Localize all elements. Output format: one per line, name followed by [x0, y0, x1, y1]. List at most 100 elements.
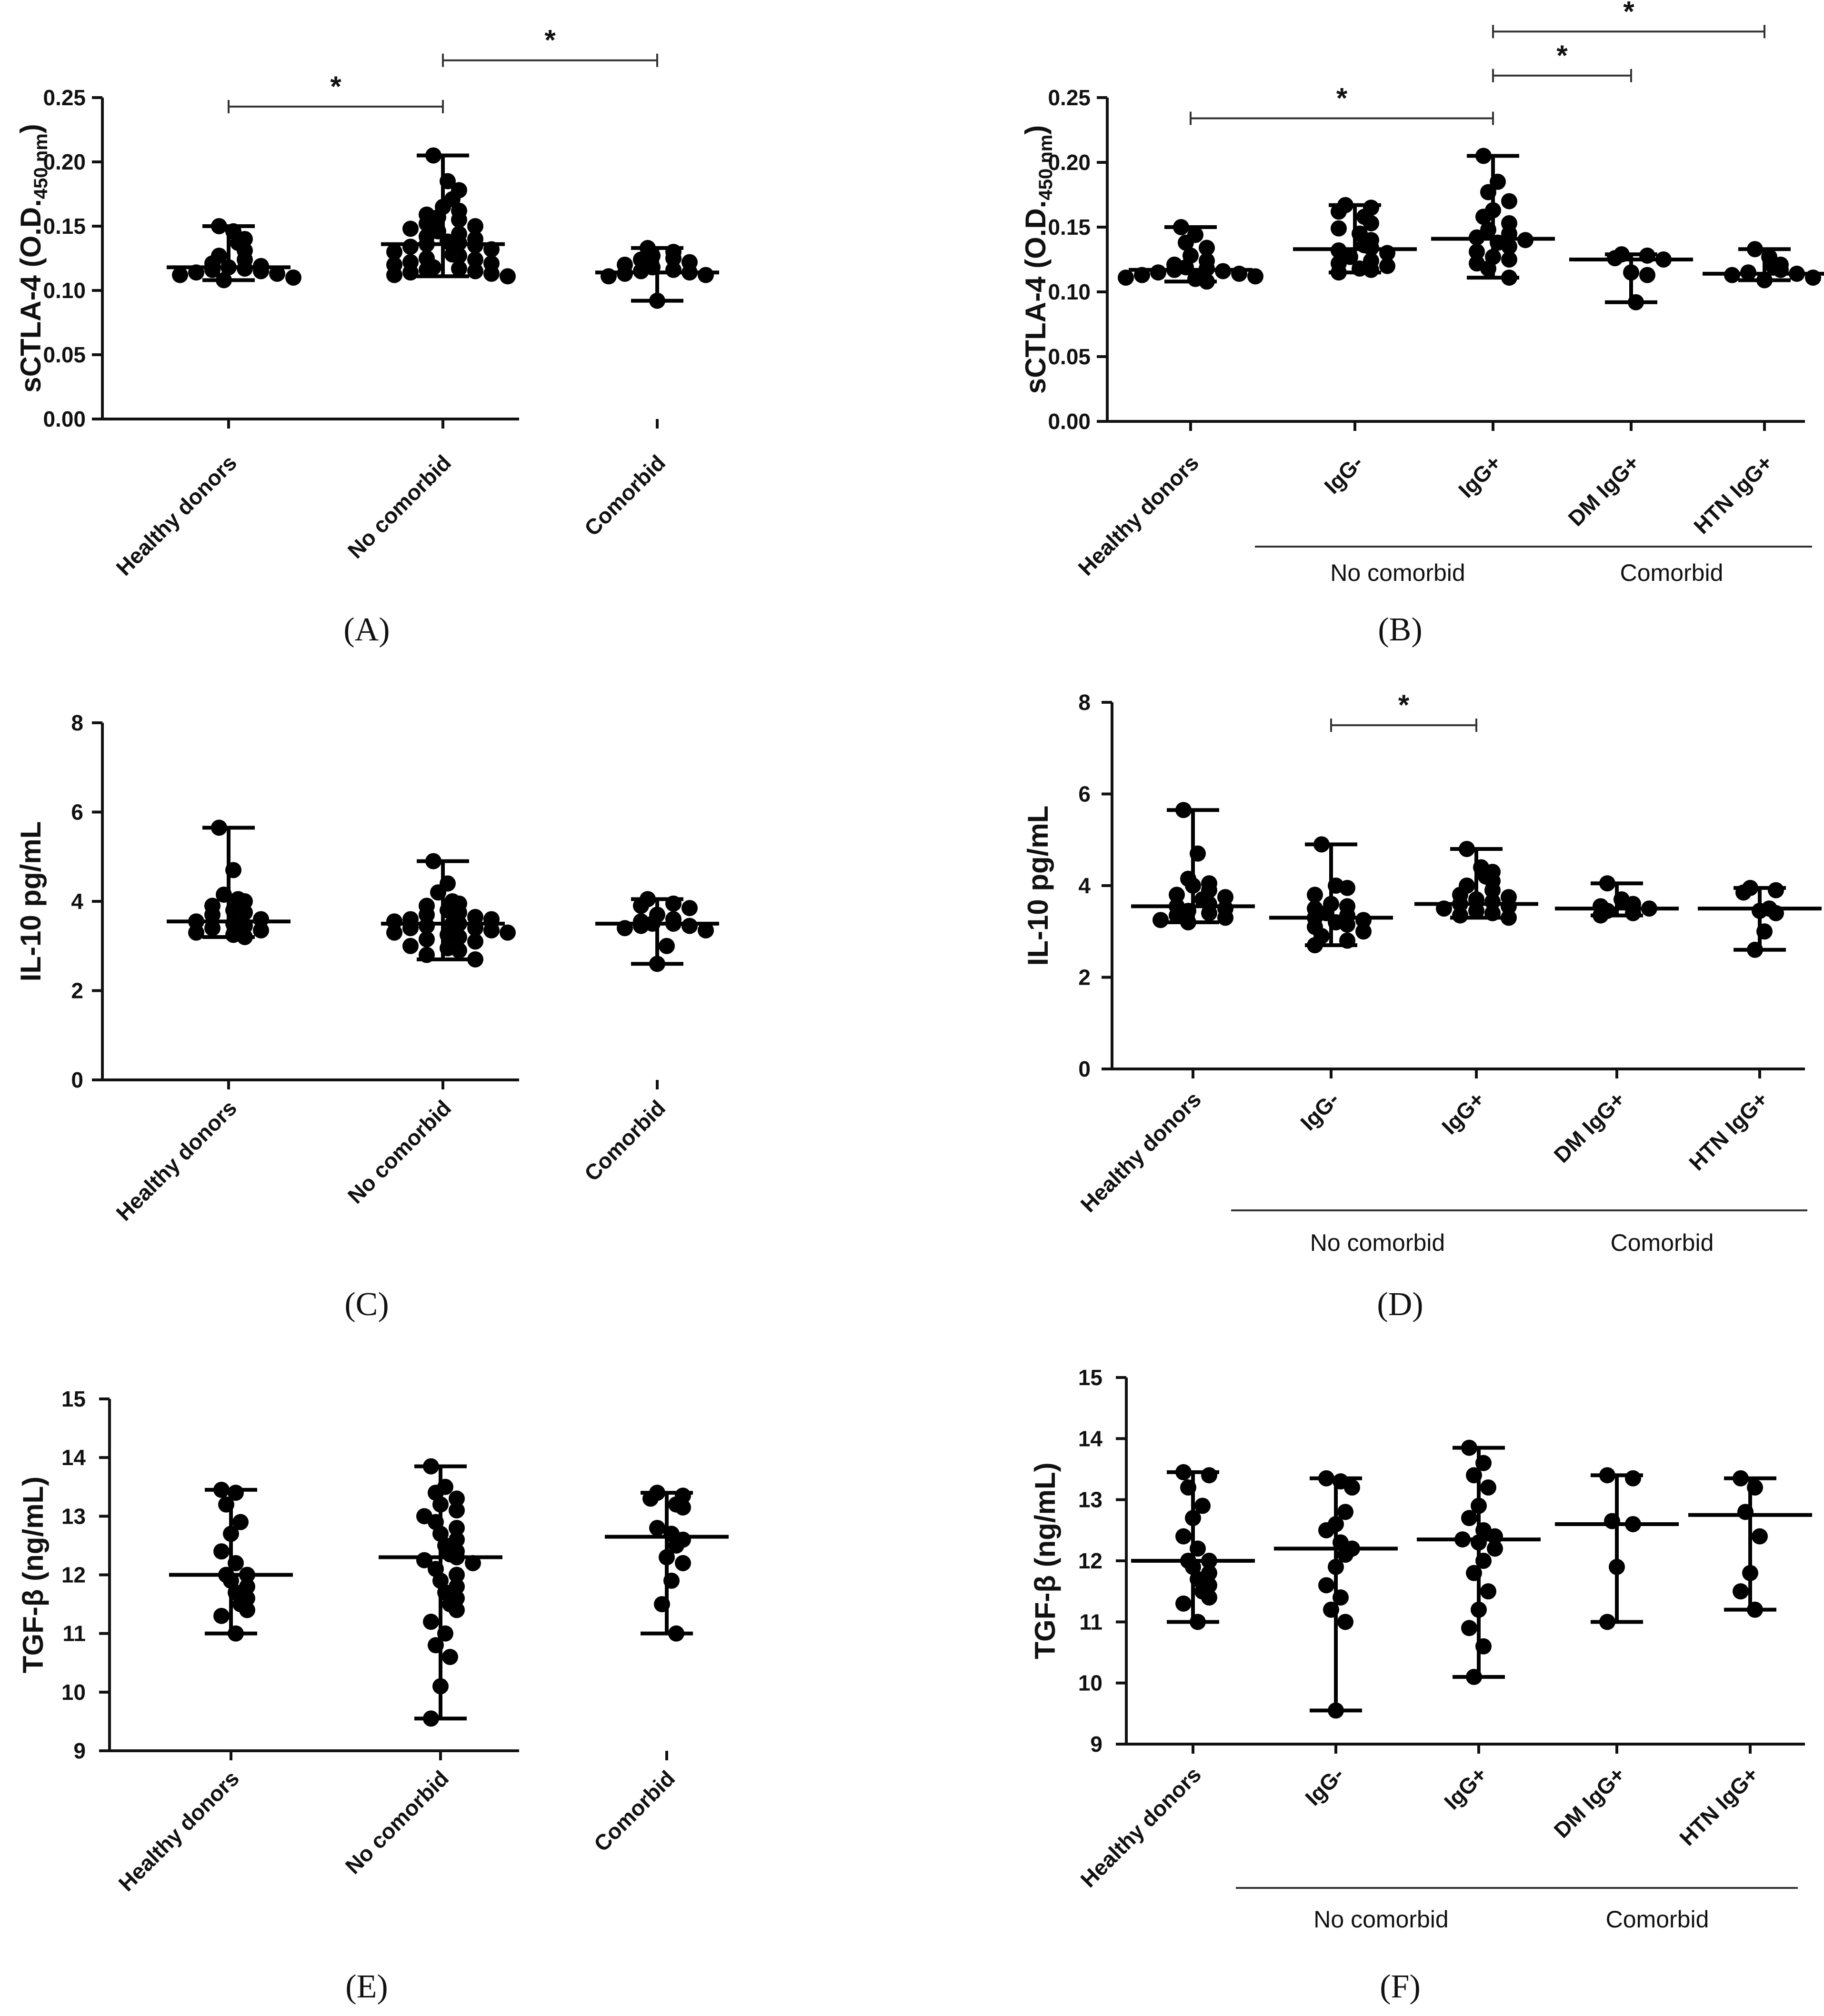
data-point	[402, 220, 419, 237]
data-point	[1355, 923, 1372, 940]
data-point	[386, 244, 402, 260]
y-tick-label: 2	[71, 978, 83, 1003]
data-point	[1599, 875, 1615, 892]
data-point	[1466, 1467, 1482, 1484]
data-point	[419, 907, 435, 923]
data-point	[172, 267, 188, 283]
series-healthy-donors	[1131, 802, 1255, 930]
y-axis-label: sCTLA-4 (O.D.450 nm)	[15, 124, 51, 393]
group-label: Comorbid	[1620, 559, 1724, 586]
category-label: HTN IgG+	[1689, 450, 1777, 539]
category-label: No comorbid	[343, 450, 456, 563]
data-point	[1466, 1565, 1482, 1581]
series-dm-igg-	[1555, 1467, 1679, 1630]
data-point	[1201, 1589, 1217, 1606]
data-point	[402, 264, 419, 281]
category-label: DM IgG+	[1549, 1087, 1630, 1168]
series-dm-igg-	[1555, 875, 1679, 924]
data-point	[633, 918, 649, 934]
y-tick-label: 6	[1078, 782, 1091, 807]
y-axis-label-subscript: 450 nm	[30, 133, 51, 199]
series-healthy-donors	[169, 1481, 293, 1642]
data-point	[232, 1514, 249, 1530]
data-point	[386, 267, 402, 283]
y-axis-label: IL-10 pg/mL	[15, 821, 47, 982]
data-point	[449, 1602, 465, 1618]
y-tick-label: 15	[61, 1387, 86, 1411]
data-point	[237, 893, 253, 909]
data-point	[1185, 1510, 1201, 1527]
data-point	[402, 239, 419, 255]
data-point	[1379, 258, 1395, 274]
data-point	[500, 268, 516, 285]
category-label: IgG+	[1437, 1087, 1489, 1139]
data-point	[1604, 1513, 1620, 1529]
data-point	[698, 922, 714, 938]
series-igg-	[1431, 148, 1555, 286]
data-point	[1180, 914, 1196, 930]
y-tick-label: 9	[73, 1738, 86, 1763]
data-point	[1331, 264, 1347, 281]
data-point	[668, 1537, 684, 1554]
data-point	[213, 1607, 230, 1624]
data-point	[467, 218, 483, 234]
y-axis-label-part: )	[15, 124, 47, 133]
data-point	[1337, 1504, 1353, 1520]
panel-label: (B)	[1378, 611, 1422, 648]
data-point	[500, 924, 516, 941]
significance-star: *	[1336, 82, 1348, 114]
data-point	[1475, 1638, 1492, 1655]
data-point	[649, 292, 665, 309]
panel-b: 0.00 0.05 0.10 0.15 0.20 0.25 sCTLA-4 (O.D.450…	[1020, 0, 1824, 648]
data-point	[1756, 272, 1773, 289]
data-point	[1344, 1479, 1360, 1496]
y-tick-label: 0	[1078, 1057, 1091, 1081]
data-point	[1490, 173, 1506, 190]
data-point	[665, 250, 681, 267]
category-label: DM IgG+	[1563, 450, 1644, 531]
data-point	[237, 929, 253, 945]
data-point	[449, 1490, 465, 1507]
series-no-comorbid	[379, 1458, 502, 1727]
series-healthy-donors	[167, 218, 301, 289]
series-comorbid	[595, 240, 719, 309]
data-point	[1768, 882, 1784, 898]
data-point	[654, 1596, 670, 1613]
data-point	[1363, 261, 1379, 278]
y-tick-label: 12	[61, 1563, 86, 1587]
data-point	[1199, 240, 1215, 256]
data-point	[1118, 269, 1134, 286]
significance-star: *	[544, 24, 556, 56]
data-point	[1737, 1504, 1754, 1520]
data-point	[1484, 905, 1501, 921]
panel-f: 9 10 11 12 13 14 15 TGF-β (ng/mL) Healthy donors…	[1029, 1365, 1812, 2005]
data-point	[1169, 887, 1185, 903]
data-point	[698, 267, 714, 283]
data-point	[1501, 193, 1517, 210]
y-tick-label: 10	[1078, 1671, 1102, 1696]
data-point	[213, 1481, 230, 1498]
data-point	[1752, 902, 1768, 919]
y-tick-label: 0.20	[1048, 150, 1091, 175]
data-point	[1175, 1528, 1192, 1545]
series-healthy-donors	[1131, 1464, 1255, 1630]
data-point	[1331, 203, 1347, 220]
category-label: Healthy donors	[114, 1766, 244, 1896]
data-point	[1339, 916, 1355, 933]
data-point	[642, 1490, 659, 1507]
data-point	[1609, 1558, 1625, 1575]
panel-label: (D)	[1377, 1286, 1423, 1323]
panel-label: (E)	[345, 1968, 388, 2005]
y-tick-label: 14	[61, 1445, 86, 1470]
category-label: Comorbid	[589, 1766, 680, 1856]
data-point	[213, 1543, 230, 1560]
data-point	[1178, 234, 1194, 251]
data-point	[449, 1519, 465, 1536]
y-axis-label: TGF-β (ng/mL)	[1029, 1462, 1061, 1659]
data-point	[269, 265, 285, 282]
data-point	[228, 1555, 244, 1571]
y-tick-label: 13	[1078, 1487, 1102, 1512]
data-point	[1461, 1510, 1477, 1527]
category-label: Healthy donors	[1076, 1087, 1206, 1217]
series-comorbid	[605, 1485, 729, 1642]
